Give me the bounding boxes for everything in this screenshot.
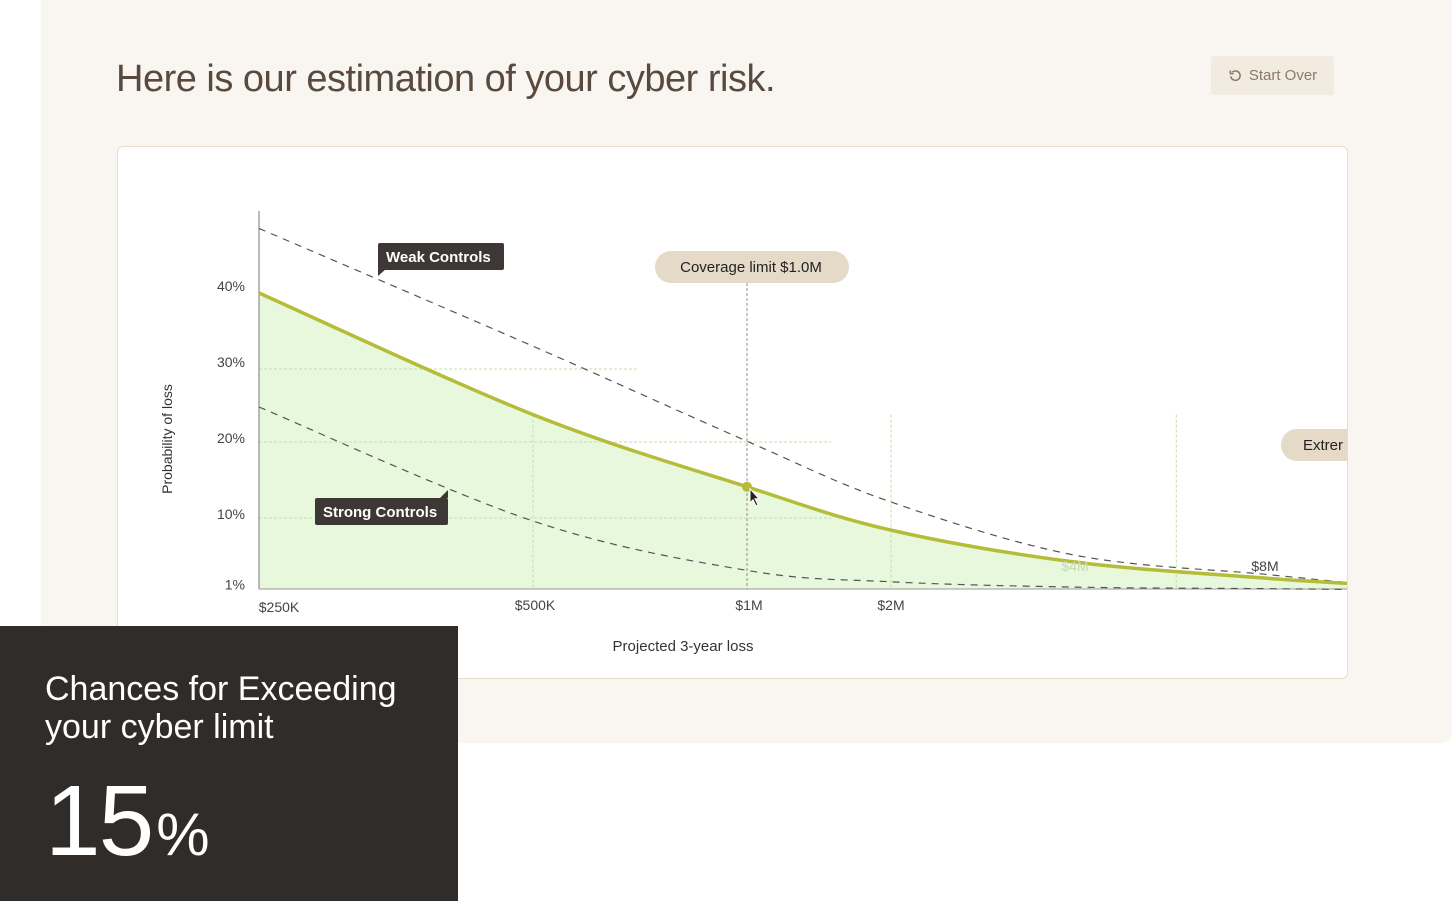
- series-weak-controls: [258, 227, 1347, 584]
- chart-card: Coverage limit $1.0M Extrer Weak Controls S…: [117, 146, 1348, 679]
- weak-controls-tag: [378, 243, 504, 270]
- coverage-limit-label: Coverage limit $1.0M: [680, 259, 822, 276]
- strong-controls-label: Strong Controls: [323, 504, 437, 521]
- weak-controls-tag-pointer: [378, 269, 386, 276]
- y-tick-label: 1%: [225, 576, 245, 592]
- callout-unit: %: [156, 801, 209, 868]
- callout-title: Chances for Exceeding your cyber limit: [45, 670, 397, 746]
- risk-chart: Coverage limit $1.0M Extrer Weak Controls S…: [159, 211, 1347, 655]
- start-over-button[interactable]: Start Over: [1211, 56, 1334, 95]
- x-tick-label: $4M: [1061, 558, 1088, 574]
- x-tick-label: $500K: [515, 597, 556, 613]
- exceed-limit-callout: Chances for Exceeding your cyber limit 1…: [0, 626, 458, 901]
- x-tick-label: $2M: [877, 597, 904, 613]
- y-tick-label: 10%: [217, 506, 245, 522]
- callout-value: 15%: [45, 771, 210, 885]
- extreme-label: Extrer: [1303, 437, 1343, 454]
- refresh-icon: [1229, 70, 1241, 82]
- coverage-limit-pill: [655, 251, 849, 283]
- start-over-label: Start Over: [1248, 67, 1318, 84]
- x-tick-label: $250K: [259, 599, 300, 615]
- x-tick-label: $8M: [1251, 558, 1278, 574]
- series-main-curve: [258, 291, 1347, 586]
- area-fill: [259, 293, 1347, 589]
- y-axis-label: Probability of loss: [159, 384, 175, 494]
- callout-number: 15: [45, 765, 154, 877]
- strong-controls-tag: [315, 498, 448, 525]
- page-title: Here is our estimation of your cyber ris…: [116, 58, 776, 100]
- cursor-icon: [749, 487, 761, 507]
- extreme-pill: [1281, 429, 1347, 461]
- y-tick-label: 20%: [217, 430, 245, 446]
- y-tick-label: 40%: [217, 278, 245, 294]
- strong-controls-tag-pointer: [440, 490, 448, 498]
- weak-controls-label: Weak Controls: [386, 249, 491, 266]
- x-axis-label: Projected 3-year loss: [613, 638, 754, 655]
- y-tick-label: 30%: [217, 354, 245, 370]
- series-strong-controls: [258, 406, 1347, 590]
- x-tick-label: $1M: [735, 597, 762, 613]
